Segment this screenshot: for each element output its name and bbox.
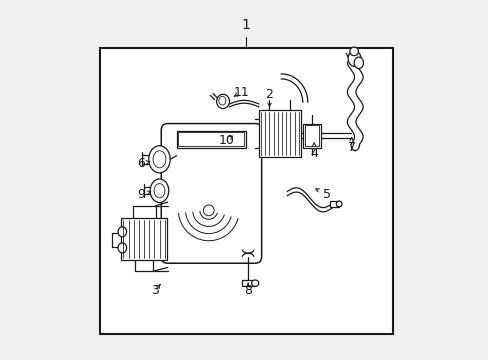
Ellipse shape bbox=[148, 146, 170, 173]
Text: 1: 1 bbox=[242, 18, 250, 32]
Text: 9: 9 bbox=[137, 188, 144, 201]
Text: 7: 7 bbox=[347, 141, 355, 154]
Ellipse shape bbox=[336, 201, 341, 207]
Bar bbox=[303, 123, 320, 148]
Bar bbox=[258, 111, 300, 157]
Ellipse shape bbox=[203, 205, 214, 216]
Bar bbox=[178, 132, 244, 146]
Text: 8: 8 bbox=[244, 284, 251, 297]
Text: 11: 11 bbox=[233, 86, 249, 99]
Ellipse shape bbox=[118, 227, 126, 237]
Bar bbox=[176, 131, 246, 148]
Ellipse shape bbox=[150, 179, 168, 203]
Bar bbox=[242, 280, 253, 287]
Ellipse shape bbox=[251, 280, 258, 287]
Text: 10: 10 bbox=[218, 134, 234, 147]
Ellipse shape bbox=[216, 94, 229, 109]
Text: 3: 3 bbox=[151, 284, 159, 297]
FancyBboxPatch shape bbox=[161, 123, 261, 263]
Bar bbox=[121, 218, 166, 260]
Ellipse shape bbox=[353, 57, 363, 68]
Bar bbox=[100, 48, 392, 334]
Bar bbox=[329, 201, 339, 207]
Text: 6: 6 bbox=[137, 157, 144, 170]
Ellipse shape bbox=[349, 47, 358, 56]
Text: 5: 5 bbox=[322, 188, 330, 201]
Text: 4: 4 bbox=[309, 147, 318, 160]
Bar bbox=[304, 125, 319, 147]
Ellipse shape bbox=[347, 51, 360, 66]
Text: 2: 2 bbox=[265, 88, 273, 101]
Ellipse shape bbox=[118, 243, 126, 253]
